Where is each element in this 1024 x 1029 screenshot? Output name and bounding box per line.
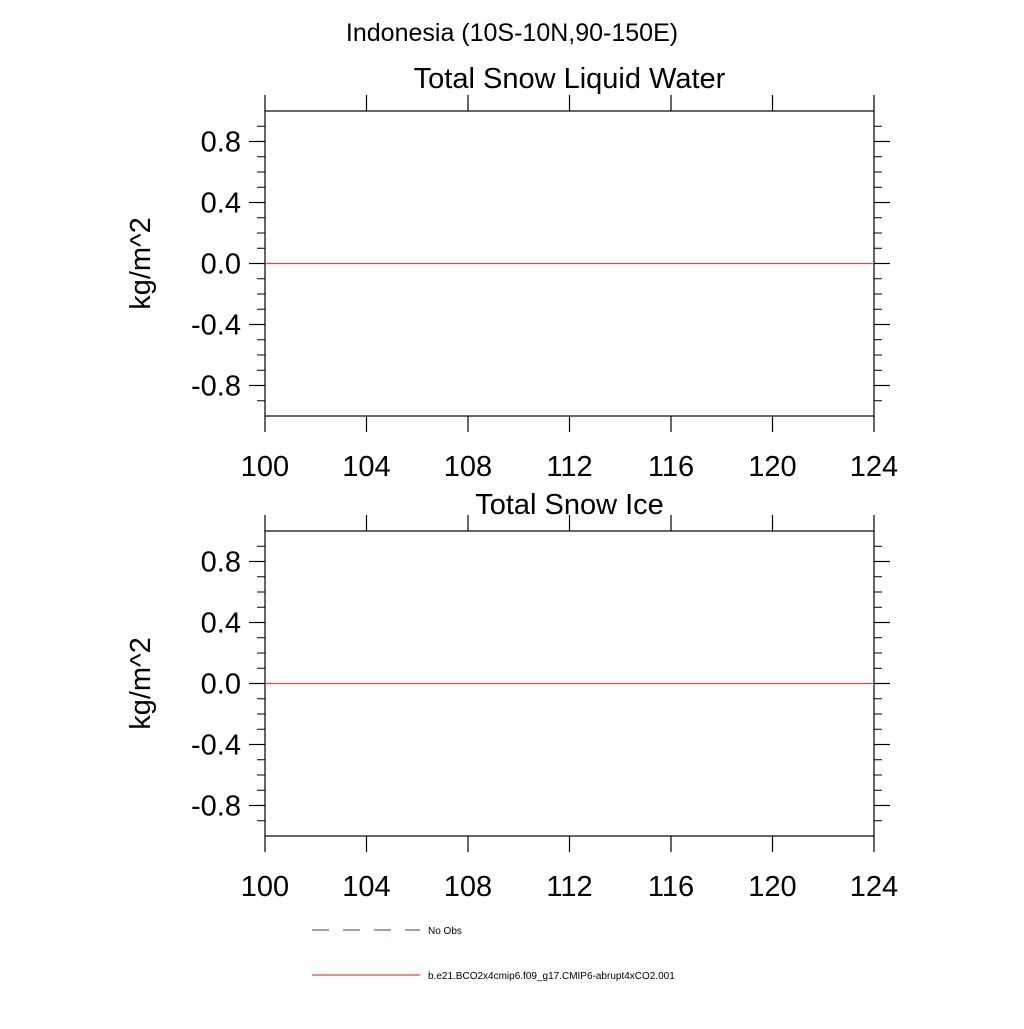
x-tick-label: 100	[241, 451, 289, 483]
x-tick-label: 104	[342, 871, 390, 903]
x-tick-label: 100	[241, 871, 289, 903]
x-tick-label: 120	[748, 871, 796, 903]
y-tick-label: -0.8	[191, 371, 241, 403]
y-tick-label: 0.4	[201, 188, 241, 220]
y-tick-label: -0.4	[191, 730, 241, 762]
x-tick-label: 124	[850, 871, 898, 903]
x-tick-label: 112	[546, 451, 592, 483]
y-tick-label: 0.4	[201, 608, 241, 640]
y-axis-label: kg/m^2	[125, 637, 157, 730]
y-tick-label: -0.8	[191, 791, 241, 823]
x-tick-label: 104	[342, 451, 390, 483]
x-tick-label: 116	[648, 871, 694, 903]
x-tick-label: 112	[546, 871, 592, 903]
figure-title: Indonesia (10S-10N,90-150E)	[346, 19, 678, 47]
y-tick-label: 0.0	[201, 249, 241, 281]
x-tick-label: 120	[748, 451, 796, 483]
legend: No Obs b.e21.BCO2x4cmip6.f09_g17.CMIP6-ab…	[312, 926, 675, 982]
legend-label: b.e21.BCO2x4cmip6.f09_g17.CMIP6-abrupt4x…	[428, 971, 675, 982]
x-tick-label: 124	[850, 451, 898, 483]
y-tick-label: 0.0	[201, 669, 241, 701]
x-tick-label: 108	[444, 451, 492, 483]
y-tick-label: 0.8	[201, 547, 241, 579]
x-tick-label: 116	[648, 451, 694, 483]
y-tick-label: 0.8	[201, 127, 241, 159]
y-axis-label: kg/m^2	[125, 217, 157, 310]
panel-1: Total Snow Liquid Water kg/m^2 100 104 108 11…	[125, 63, 898, 483]
legend-label: No Obs	[428, 926, 462, 937]
y-tick-label: -0.4	[191, 310, 241, 342]
x-tick-label: 108	[444, 871, 492, 903]
panel-title: Total Snow Liquid Water	[414, 63, 726, 95]
